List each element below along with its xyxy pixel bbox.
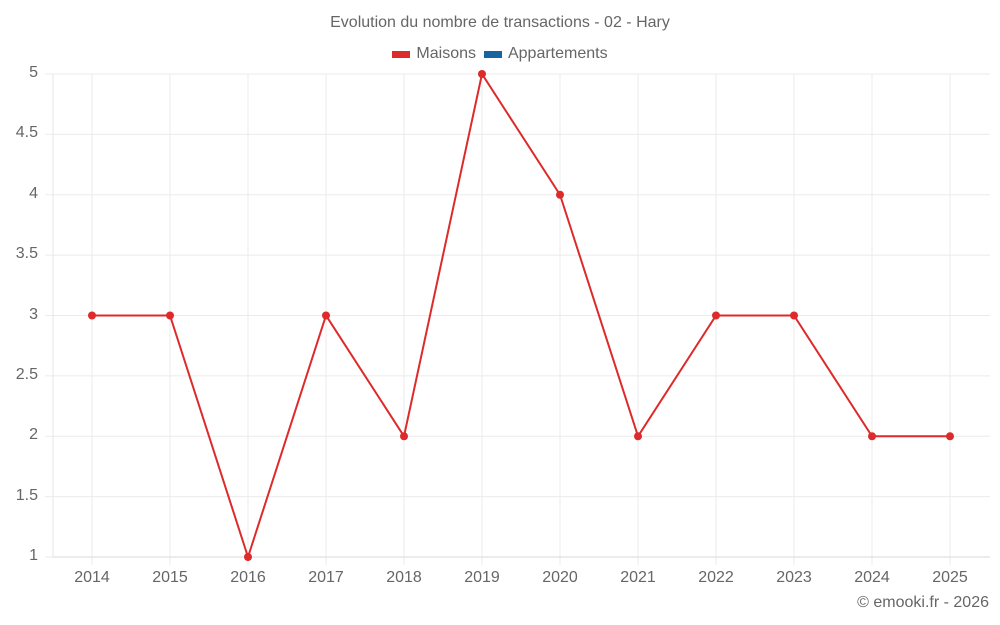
- data-point[interactable]: [244, 553, 252, 561]
- legend-item-appartements[interactable]: Appartements: [483, 45, 608, 63]
- y-tick-label: 3.5: [15, 245, 38, 263]
- legend-label-maisons: Maisons: [416, 45, 476, 62]
- y-tick-label: 1: [29, 547, 38, 564]
- x-tick-label: 2018: [386, 569, 422, 586]
- x-tick-label: 2020: [542, 569, 578, 586]
- data-point[interactable]: [166, 311, 174, 320]
- legend-label-appartements: Appartements: [507, 45, 608, 62]
- data-point[interactable]: [88, 311, 96, 320]
- legend-swatch-appartements: [483, 50, 502, 58]
- series-line: [92, 71, 950, 561]
- y-tick-label: 2.5: [15, 365, 38, 383]
- data-point[interactable]: [634, 432, 642, 441]
- data-point[interactable]: [478, 70, 486, 78]
- grid: [45, 73, 990, 565]
- data-point[interactable]: [790, 311, 798, 320]
- y-tick-label: 3: [29, 305, 38, 323]
- data-point[interactable]: [400, 432, 408, 441]
- x-tick-label: 2016: [230, 569, 266, 586]
- y-tick-label: 5: [29, 64, 38, 81]
- legend: Maisons Appartements: [0, 45, 1000, 63]
- x-tick-label: 2024: [854, 569, 890, 586]
- x-tick-label: 2025: [932, 569, 968, 586]
- y-tick-label: 4.5: [15, 124, 38, 142]
- chart-title: Evolution du nombre de transactions - 02…: [330, 14, 670, 31]
- data-point[interactable]: [712, 311, 720, 320]
- y-tick-label: 1.5: [15, 486, 38, 504]
- x-tick-label: 2017: [308, 569, 344, 586]
- data-point[interactable]: [556, 190, 564, 199]
- series-maisons: [88, 70, 954, 561]
- data-point[interactable]: [868, 432, 876, 441]
- x-tick-label: 2021: [620, 569, 656, 586]
- x-tick-label: 2023: [776, 569, 812, 586]
- data-point[interactable]: [322, 311, 330, 320]
- x-tick-label: 2019: [464, 569, 500, 586]
- x-tick-label: 2014: [74, 569, 110, 586]
- legend-item-maisons[interactable]: Maisons: [392, 45, 476, 63]
- x-tick-label: 2015: [152, 569, 188, 586]
- y-tick-label: 2: [29, 426, 38, 444]
- data-point[interactable]: [946, 432, 954, 441]
- copyright-footer: © emooki.fr - 2026: [857, 594, 989, 611]
- y-tick-label: 4: [29, 184, 38, 202]
- x-tick-label: 2022: [698, 569, 734, 586]
- legend-swatch-maisons: [392, 50, 411, 58]
